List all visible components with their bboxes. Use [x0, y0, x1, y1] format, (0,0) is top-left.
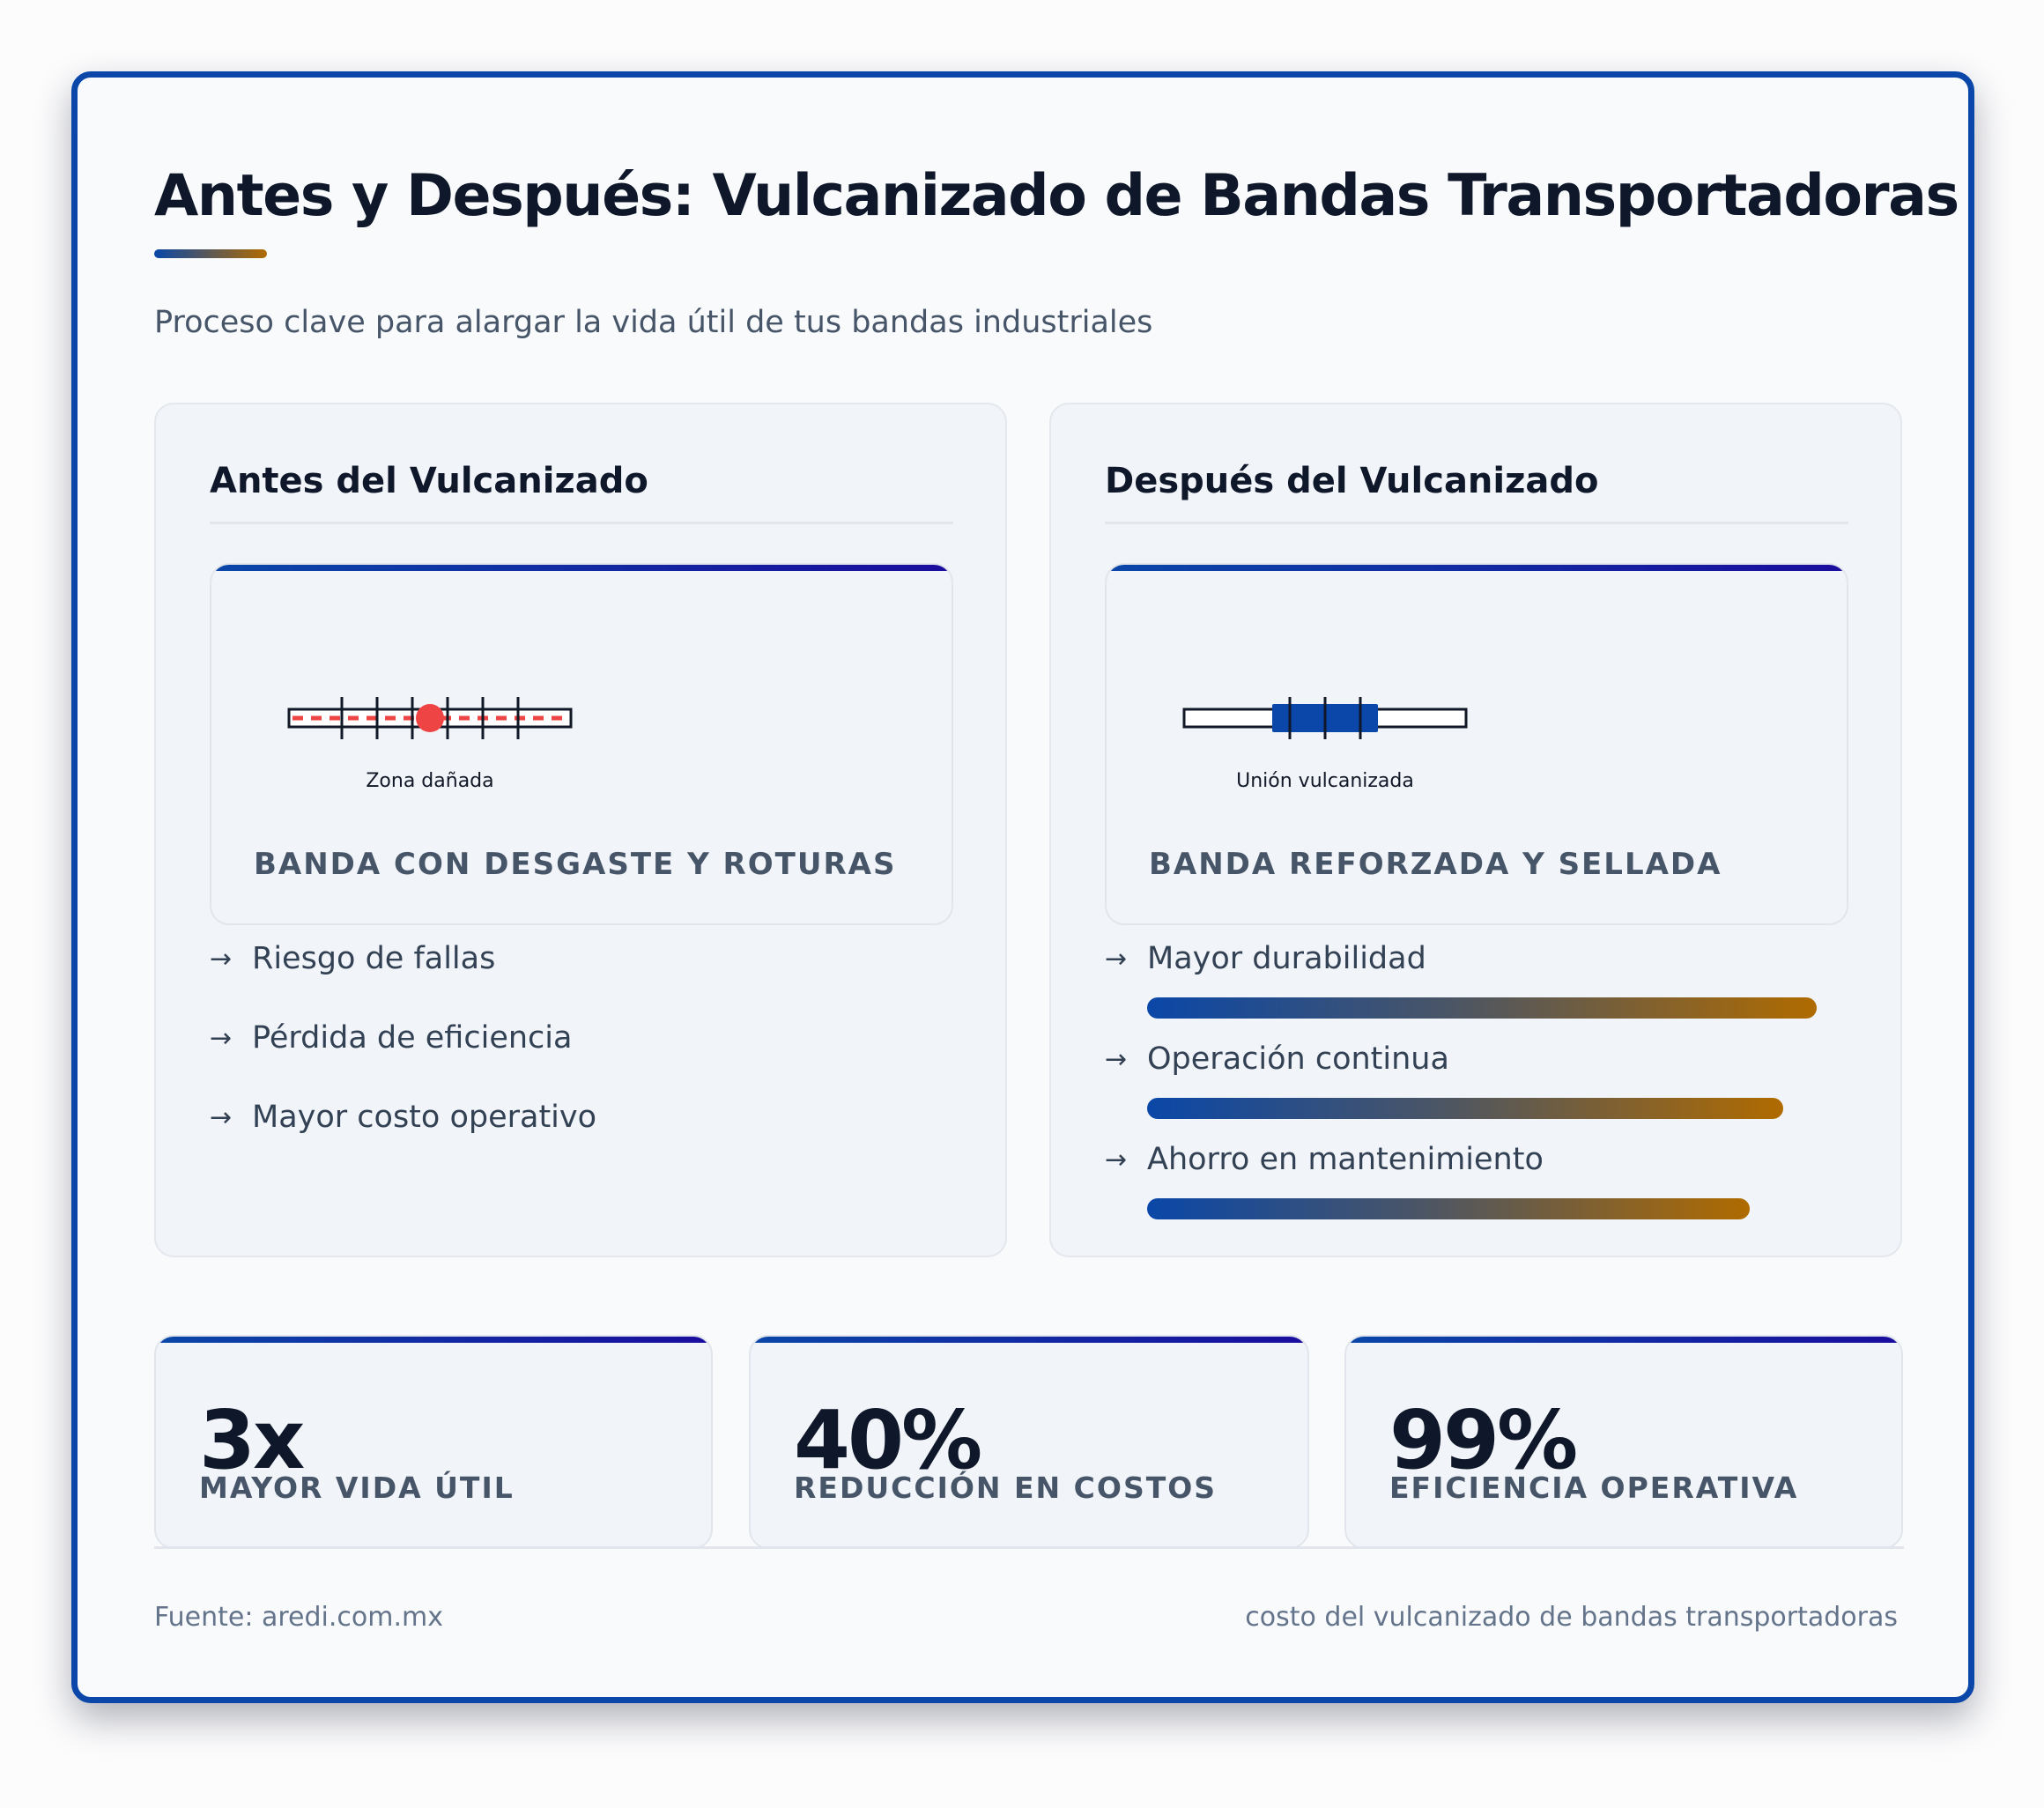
- right-arrow-icon: →: [1105, 1145, 1128, 1175]
- before-panel-title: Antes del Vulcanizado: [210, 461, 648, 501]
- repaired-belt-diagram: Unión vulcanizada: [1182, 697, 1468, 792]
- stat-value: 3x: [199, 1393, 305, 1487]
- list-item-label: Riesgo de fallas: [252, 941, 496, 976]
- benefit-bar: [1147, 1098, 1783, 1119]
- footer-divider: [154, 1546, 1904, 1549]
- divider: [1105, 522, 1848, 524]
- benefit-bar: [1147, 1198, 1750, 1219]
- before-illustration-card: Zona dañada BANDA CON DESGASTE Y ROTURAS: [210, 563, 953, 925]
- page-subtitle: Proceso clave para alargar la vida útil …: [154, 305, 1153, 340]
- after-panel-title: Después del Vulcanizado: [1105, 461, 1599, 501]
- card-accent-bar: [1346, 1337, 1901, 1343]
- stat-label: REDUCCIÓN EN COSTOS: [794, 1471, 1218, 1505]
- right-arrow-icon: →: [210, 1102, 233, 1133]
- stat-card: 40% REDUCCIÓN EN COSTOS: [749, 1335, 1309, 1549]
- card-accent-bar: [1107, 565, 1847, 571]
- stat-card: 3x MAYOR VIDA ÚTIL: [154, 1335, 713, 1549]
- list-item: → Mayor durabilidad: [1105, 932, 1817, 1033]
- divider: [210, 522, 953, 524]
- diagram-caption: Unión vulcanizada: [1236, 770, 1414, 792]
- footer-source: Fuente: aredi.com.mx: [154, 1602, 443, 1633]
- after-list: → Mayor durabilidad → Operación continua…: [1105, 932, 1817, 1234]
- stat-value: 40%: [794, 1393, 982, 1487]
- stat-label: EFICIENCIA OPERATIVA: [1389, 1471, 1799, 1505]
- list-item-label: Mayor costo operativo: [252, 1100, 597, 1135]
- list-item-label: Operación continua: [1147, 1041, 1449, 1077]
- right-arrow-icon: →: [210, 944, 233, 974]
- footer-keyword: costo del vulcanizado de bandas transpor…: [1245, 1602, 1898, 1633]
- infographic-card: Antes y Después: Vulcanizado de Bandas T…: [71, 71, 1974, 1703]
- right-arrow-icon: →: [1105, 944, 1128, 974]
- list-item-label: Pérdida de eficiencia: [252, 1020, 573, 1056]
- benefit-bar: [1147, 997, 1817, 1019]
- card-accent-bar: [211, 565, 952, 571]
- list-item-label: Mayor durabilidad: [1147, 941, 1426, 976]
- after-panel: Después del Vulcanizado Unión vulcanizad…: [1049, 403, 1902, 1257]
- damaged-belt-diagram: Zona dañada: [287, 697, 573, 792]
- right-arrow-icon: →: [1105, 1044, 1128, 1075]
- list-item: → Operación continua: [1105, 1033, 1810, 1133]
- list-item: → Riesgo de fallas: [210, 932, 915, 1011]
- diagram-caption: Zona dañada: [366, 770, 493, 792]
- before-illustration-label: BANDA CON DESGASTE Y ROTURAS: [254, 847, 897, 882]
- before-panel: Antes del Vulcanizado Zona dañada BANDA …: [154, 403, 1007, 1257]
- stat-value: 99%: [1389, 1393, 1578, 1487]
- page-title: Antes y Después: Vulcanizado de Bandas T…: [154, 163, 1959, 229]
- card-accent-bar: [751, 1337, 1307, 1343]
- before-list: → Riesgo de fallas → Pérdida de eficienc…: [210, 932, 915, 1170]
- card-accent-bar: [156, 1337, 711, 1343]
- list-item: → Pérdida de eficiencia: [210, 1011, 915, 1091]
- after-illustration-label: BANDA REFORZADA Y SELLADA: [1149, 847, 1722, 882]
- right-arrow-icon: →: [210, 1023, 233, 1054]
- after-illustration-card: Unión vulcanizada BANDA REFORZADA Y SELL…: [1105, 563, 1848, 925]
- list-item: → Ahorro en mantenimiento: [1105, 1133, 1810, 1234]
- title-underline: [154, 249, 267, 258]
- damage-point: [416, 704, 444, 732]
- list-item: → Mayor costo operativo: [210, 1091, 915, 1170]
- list-item-label: Ahorro en mantenimiento: [1147, 1142, 1544, 1177]
- stat-label: MAYOR VIDA ÚTIL: [199, 1471, 515, 1505]
- stat-card: 99% EFICIENCIA OPERATIVA: [1344, 1335, 1903, 1549]
